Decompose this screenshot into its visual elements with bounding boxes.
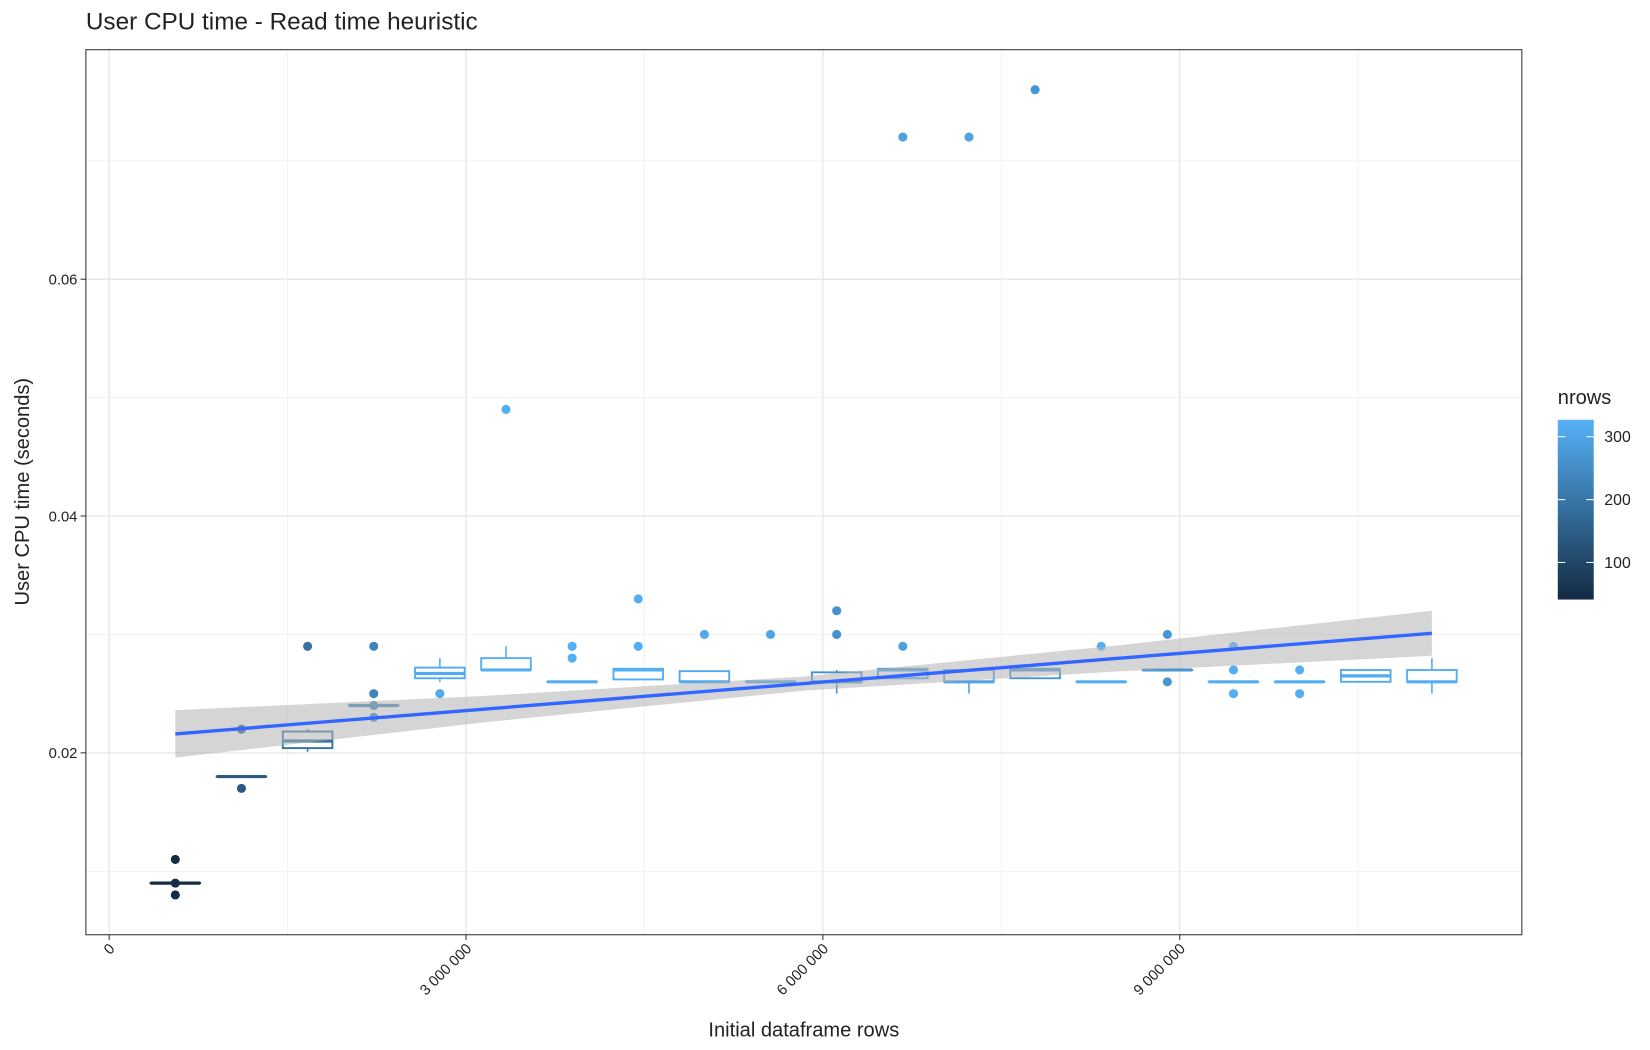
colorbar-label: 300 — [1604, 429, 1631, 446]
box-group — [480, 404, 532, 672]
outlier — [832, 606, 842, 616]
outlier — [898, 132, 908, 142]
box-group — [149, 854, 202, 900]
chart-title: User CPU time - Read time heuristic — [86, 9, 478, 36]
y-tick-label: 0.02 — [49, 746, 78, 762]
colorbar — [1557, 419, 1594, 600]
outlier — [170, 854, 180, 864]
box-group — [1406, 658, 1458, 694]
y-tick-label: 0.06 — [49, 272, 78, 288]
outlier — [1228, 689, 1239, 699]
box-group — [414, 658, 466, 699]
outlier — [501, 404, 511, 414]
y-axis-label: User CPU time (seconds) — [12, 378, 34, 606]
outlier — [1030, 85, 1040, 95]
outlier — [303, 641, 313, 651]
colorbar-label: 100 — [1604, 555, 1631, 572]
y-tick-label: 0.04 — [49, 509, 78, 525]
outlier — [1228, 665, 1239, 675]
outlier — [765, 629, 776, 639]
outlier — [369, 641, 379, 651]
panel-border — [85, 49, 1523, 936]
x-tick-label: 6 000 000 — [774, 941, 832, 999]
box-group — [1273, 665, 1326, 699]
outlier — [1162, 677, 1172, 687]
outlier — [832, 629, 842, 639]
x-axis-label: Initial dataframe rows — [708, 1019, 899, 1041]
outlier — [170, 878, 180, 888]
box-group — [612, 594, 665, 681]
plot-area — [85, 49, 1522, 935]
x-tick-label: 9 000 000 — [1131, 941, 1189, 999]
outlier — [567, 641, 577, 651]
outlier — [964, 132, 974, 142]
box-group — [1141, 629, 1194, 687]
box-group — [1340, 669, 1392, 683]
box — [480, 657, 532, 671]
box-group — [546, 641, 598, 684]
outlier — [236, 783, 247, 793]
trend-line — [175, 631, 1433, 736]
box — [1406, 669, 1458, 683]
outlier — [633, 594, 643, 604]
panel — [85, 49, 1522, 935]
legend-title: nrows — [1558, 387, 1612, 409]
outlier — [1295, 689, 1305, 699]
box — [678, 670, 731, 683]
outlier — [1295, 665, 1305, 675]
outlier — [633, 641, 643, 651]
outlier — [1162, 629, 1172, 639]
colorbar-label: 200 — [1604, 492, 1631, 509]
x-tick-label: 3 000 000 — [417, 941, 475, 999]
outlier — [898, 641, 908, 651]
outlier — [435, 689, 445, 699]
outlier — [567, 653, 577, 663]
outlier — [699, 629, 709, 639]
outlier — [369, 689, 379, 699]
outlier — [170, 890, 180, 900]
x-tick-label: 0 — [101, 941, 118, 958]
